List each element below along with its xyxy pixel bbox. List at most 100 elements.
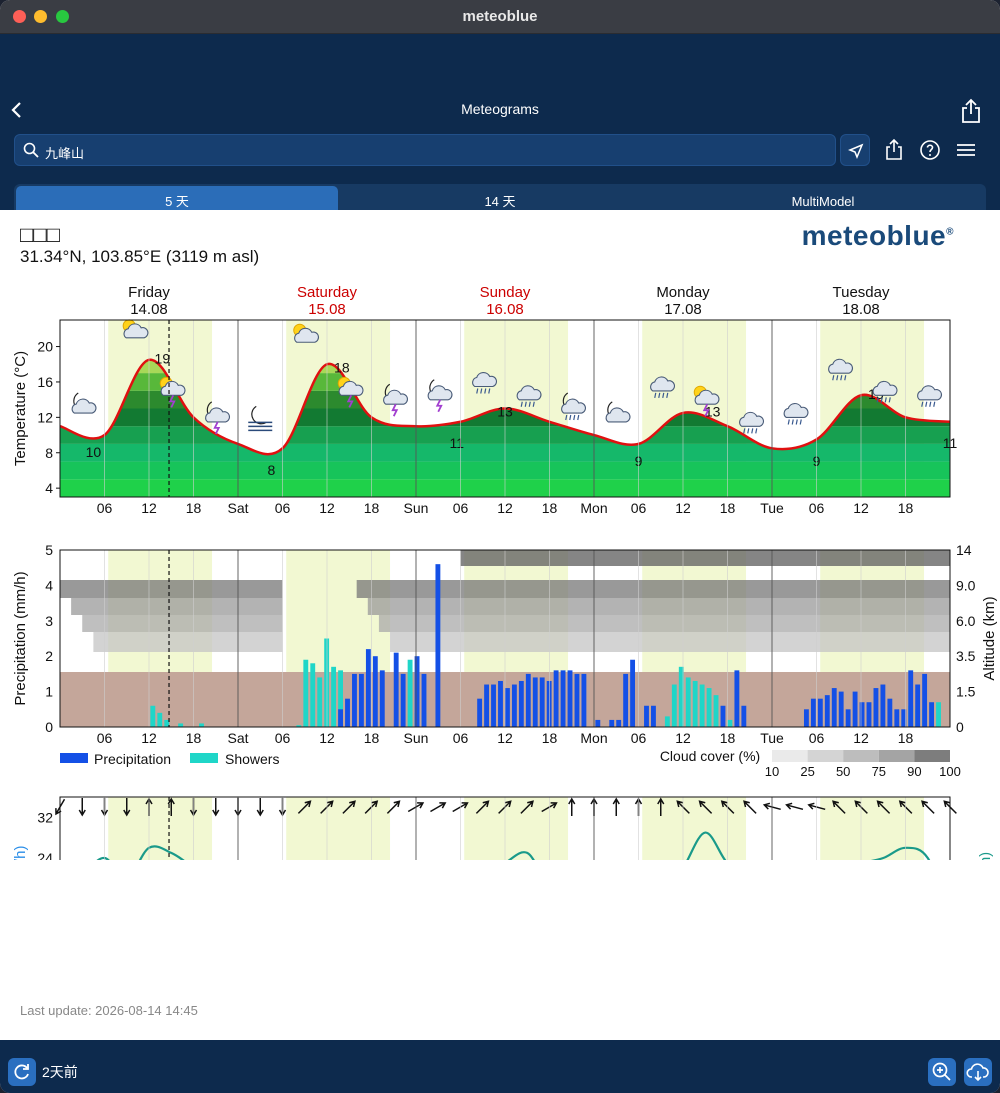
maximize-window-button[interactable] [56, 10, 69, 23]
precipitation-bar [894, 709, 900, 727]
arrow-icon [898, 800, 913, 814]
cloud-cover-legend-tick: 90 [907, 764, 921, 779]
arrow-icon [297, 800, 312, 814]
meteoblue-logo: meteoblue® [802, 220, 954, 252]
x-tick-label: 18 [542, 500, 558, 516]
precipitation-bar [922, 673, 928, 727]
menu-button[interactable] [954, 138, 978, 162]
rain-cloud-icon [472, 372, 497, 394]
location-arrow-icon [848, 143, 864, 159]
precipitation-bar [498, 680, 503, 727]
x-tick-label: 12 [497, 500, 513, 516]
meteogram-charts[interactable]: Friday14.08Saturday15.08Sunday16.08Monda… [0, 280, 1000, 860]
cloud-icon [516, 385, 542, 401]
arrow-icon [921, 800, 935, 814]
lightning-icon [702, 403, 710, 417]
x-tick-label: Sat [227, 730, 248, 746]
rain-cloud-icon [872, 380, 898, 403]
meteogram-content: □□□ 31.34°N, 103.85°E (3119 m asl) meteo… [0, 210, 1000, 1040]
wind-direction-arrow [568, 797, 576, 816]
precipitation-bar [338, 709, 343, 727]
precipitation-bar [525, 673, 531, 727]
cloud-cover-legend-swatch [772, 750, 808, 762]
tab-14-days[interactable]: 14 天 [484, 194, 516, 209]
help-icon [920, 140, 940, 160]
close-window-button[interactable] [13, 10, 26, 23]
y-tick-label: 16 [37, 374, 53, 390]
wind-direction-arrow [657, 797, 665, 816]
day-name-label: Monday [656, 284, 710, 301]
cloud-cover-legend-swatch [914, 750, 950, 762]
y2-tick-label: 9.0 [956, 577, 976, 593]
shower-bar [936, 702, 941, 727]
wind-direction-arrow [612, 797, 620, 816]
cloud-icon [472, 372, 497, 388]
zoom-in-icon [932, 1062, 951, 1081]
temperature-value-label: 19 [155, 350, 171, 366]
wind-direction-arrow [167, 797, 175, 816]
y-tick-label: 24 [37, 850, 53, 860]
search-input[interactable]: 九峰山 [45, 146, 85, 161]
tab-multimodel[interactable]: MultiModel [791, 194, 855, 209]
chevron-left-icon [11, 102, 21, 118]
temperature-axis-label: Temperature (°C) [12, 351, 29, 466]
lightning-icon [346, 394, 354, 408]
cloud-cover-legend-swatch [878, 750, 915, 762]
rain-cloud-icon [917, 385, 942, 407]
share-icon [962, 98, 980, 123]
cloud-cover-band [60, 580, 283, 598]
y-tick-label: 1 [45, 684, 53, 700]
wind-direction-arrow [541, 802, 558, 813]
arrow-icon [452, 802, 469, 813]
cloud-icon [383, 389, 408, 405]
x-tick-label: 12 [319, 500, 335, 516]
x-tick-label: 18 [364, 730, 380, 746]
search-field[interactable]: 九峰山 [14, 134, 836, 166]
locate-button[interactable] [840, 134, 870, 166]
rain-icon [921, 401, 936, 407]
x-tick-label: 18 [186, 500, 202, 516]
share-button[interactable] [960, 98, 982, 124]
wind-direction-arrow [698, 800, 713, 814]
cloud-download-button[interactable] [964, 1058, 992, 1086]
precipitation-bar [414, 656, 420, 727]
arrow-icon [807, 802, 826, 811]
shower-bar [664, 716, 670, 727]
refresh-button[interactable] [8, 1058, 36, 1086]
arrow-icon [320, 800, 334, 814]
rain-icon [565, 414, 580, 421]
temperature-value-label: 13 [705, 404, 721, 420]
x-tick-label: Mon [580, 500, 607, 516]
wind-direction-arrow [364, 800, 379, 814]
day-name-label: Sunday [480, 284, 531, 301]
bottom-toolbar: 2天前 [0, 1040, 1000, 1093]
help-button[interactable] [918, 138, 942, 162]
minimize-window-button[interactable] [34, 10, 47, 23]
showers-legend-swatch [190, 753, 218, 763]
cloud-icon [872, 380, 898, 396]
x-tick-label: 12 [675, 500, 691, 516]
y-tick-label: 2 [45, 648, 53, 664]
precipitation-bar [345, 698, 350, 727]
precipitation-bar [831, 688, 837, 727]
cloud-icon [338, 380, 364, 396]
precipitation-bar [477, 698, 483, 727]
x-tick-label: 06 [453, 500, 469, 516]
cloud-cover-legend-title: Cloud cover (%) [660, 748, 760, 764]
hamburger-menu-icon [957, 144, 975, 156]
share-location-button[interactable] [882, 138, 906, 162]
cloud-cover-band [390, 632, 951, 652]
temperature-value-label: 8 [267, 462, 275, 478]
arrow-icon [430, 802, 447, 813]
x-tick-label: 18 [364, 500, 380, 516]
wind-direction-arrow [123, 798, 131, 817]
day-name-label: Friday [128, 284, 170, 301]
zoom-button[interactable] [928, 1058, 956, 1086]
x-tick-label: 12 [319, 730, 335, 746]
precipitation-bar [803, 709, 809, 727]
wind-direction-arrow [407, 802, 425, 813]
back-button[interactable] [10, 100, 24, 120]
brand-name: meteoblue [801, 220, 947, 251]
arrow-icon [832, 800, 846, 814]
day-name-label: Tuesday [833, 284, 890, 301]
